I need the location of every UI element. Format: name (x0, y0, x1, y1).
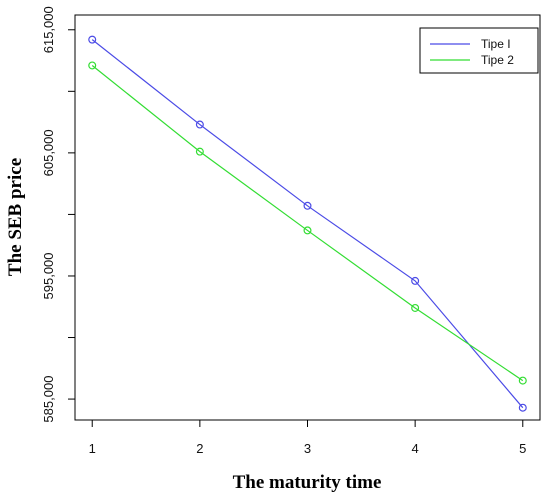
x-tick-label-0: 1 (89, 441, 96, 456)
series-1-point-1 (88, 35, 97, 44)
y-tick-label-4: 605,000 (41, 129, 56, 176)
series-line-1 (91, 39, 524, 409)
y-axis-title: The SEB price (5, 158, 26, 276)
legend-label-tipe-1: Tipe I (481, 37, 511, 51)
legend-box (419, 27, 539, 74)
x-axis-title: The maturity time (233, 472, 382, 493)
series-2-point-5 (518, 376, 527, 385)
y-axis: 585,000 595,000 605,000 615,000 (41, 6, 75, 423)
series-2-point-1 (88, 61, 97, 70)
series-1-point-4 (411, 276, 420, 285)
y-tick-label-6: 615,000 (41, 6, 56, 53)
legend-label-tipe-2: Tipe 2 (481, 53, 514, 67)
series-line-2 (91, 65, 524, 382)
series-1-point-5 (518, 403, 527, 412)
x-tick-label-3: 4 (412, 441, 419, 456)
series-2-point-4 (411, 303, 420, 312)
x-tick-label-2: 3 (304, 441, 311, 456)
x-tick-label-1: 2 (196, 441, 203, 456)
series-1-point-2 (195, 120, 204, 129)
legend: Tipe I Tipe 2 (419, 27, 539, 74)
y-tick-label-2: 595,000 (41, 252, 56, 299)
series-1-point-3 (303, 201, 312, 210)
y-tick-label-0: 585,000 (41, 376, 56, 423)
series-layer (88, 35, 527, 412)
plot-frame (74, 14, 541, 421)
series-2-point-3 (303, 226, 312, 235)
x-tick-label-4: 5 (519, 441, 526, 456)
series-2-point-2 (195, 147, 204, 156)
x-axis: 1 2 3 4 5 (89, 420, 526, 456)
